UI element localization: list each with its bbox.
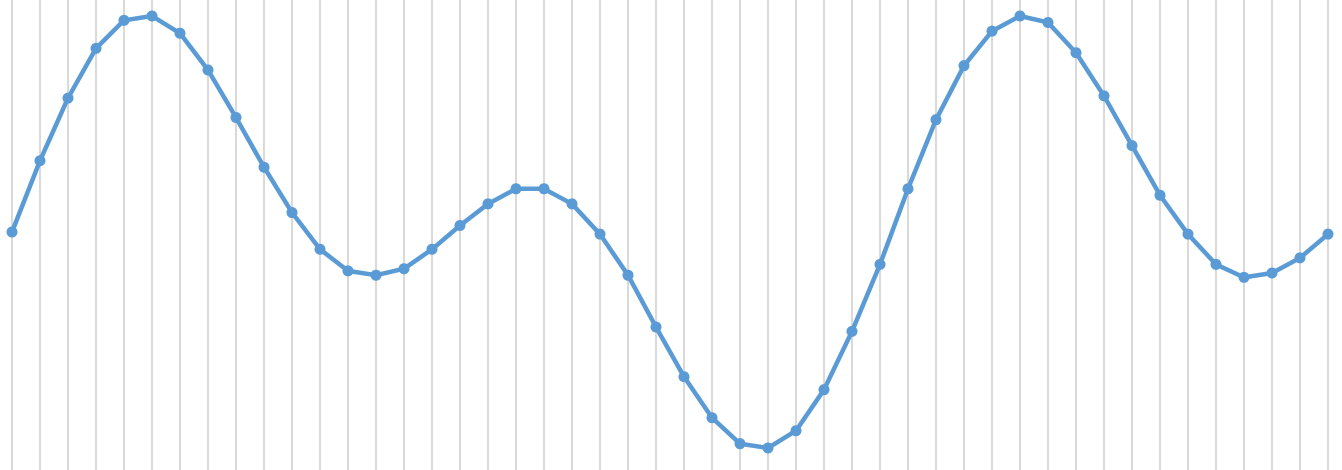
data-point-43 <box>1210 258 1222 270</box>
data-point-17 <box>482 198 494 210</box>
data-point-39 <box>1098 90 1110 102</box>
data-point-13 <box>370 269 382 281</box>
data-point-23 <box>650 321 662 333</box>
data-point-25 <box>706 412 718 424</box>
data-point-2 <box>62 92 74 104</box>
data-point-7 <box>202 64 214 76</box>
data-point-45 <box>1266 267 1278 279</box>
series-line-0 <box>9 13 1331 451</box>
data-point-28 <box>790 425 802 437</box>
data-point-32 <box>902 183 914 195</box>
data-point-42 <box>1182 228 1194 240</box>
data-point-10 <box>286 207 298 219</box>
data-point-40 <box>1126 140 1138 152</box>
data-point-41 <box>1154 189 1166 201</box>
data-point-12 <box>342 265 354 277</box>
data-point-30 <box>846 325 858 337</box>
data-point-33 <box>930 114 942 126</box>
data-point-4 <box>118 14 130 26</box>
data-point-35 <box>986 25 998 37</box>
data-point-15 <box>426 243 438 255</box>
data-point-20 <box>566 198 578 210</box>
data-point-46 <box>1294 252 1306 264</box>
data-point-5 <box>146 10 158 22</box>
data-point-26 <box>734 438 746 450</box>
data-point-18 <box>510 183 522 195</box>
data-points <box>6 10 1334 454</box>
vertical-gridlines <box>11 0 1329 470</box>
data-point-11 <box>314 243 326 255</box>
data-point-1 <box>34 155 46 167</box>
data-point-0 <box>6 226 18 238</box>
data-point-44 <box>1238 271 1250 283</box>
data-point-36 <box>1014 10 1026 22</box>
data-point-19 <box>538 183 550 195</box>
data-point-29 <box>818 384 830 396</box>
data-point-27 <box>762 442 774 454</box>
data-point-22 <box>622 269 634 281</box>
series-layer <box>9 13 1331 451</box>
data-point-37 <box>1042 16 1054 28</box>
data-point-9 <box>258 161 270 173</box>
data-point-31 <box>874 258 886 270</box>
data-point-6 <box>174 27 186 39</box>
data-point-21 <box>594 228 606 240</box>
data-point-47 <box>1322 228 1334 240</box>
data-point-16 <box>454 220 466 232</box>
data-point-34 <box>958 60 970 72</box>
data-point-14 <box>398 263 410 275</box>
data-point-38 <box>1070 47 1082 59</box>
data-point-8 <box>230 112 242 124</box>
data-point-3 <box>90 42 102 54</box>
data-point-24 <box>678 371 690 383</box>
